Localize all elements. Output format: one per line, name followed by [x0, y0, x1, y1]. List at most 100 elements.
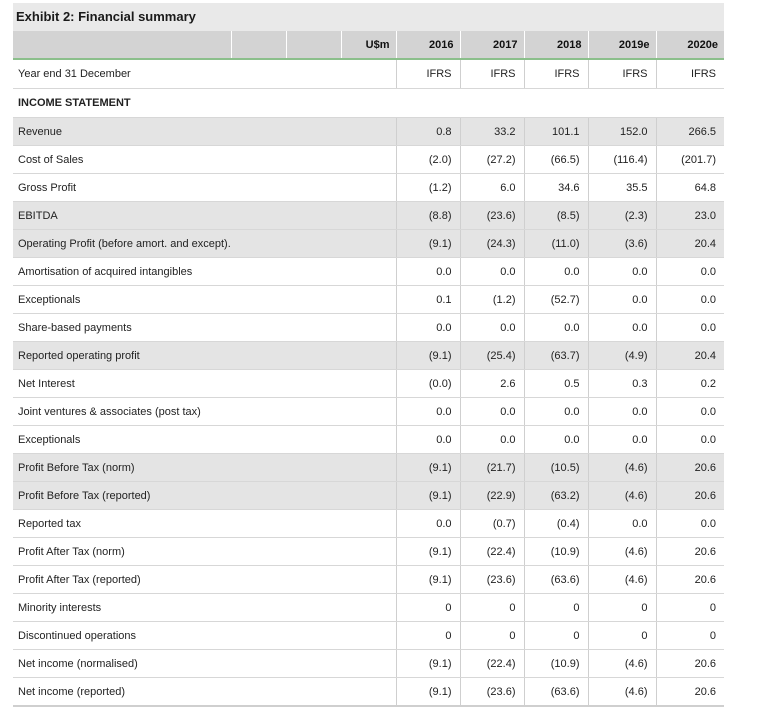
row-label: Profit Before Tax (norm)	[13, 453, 396, 482]
table-row: Reported tax 0.0 (0.7) (0.4) 0.0 0.0	[13, 509, 724, 538]
value-cell: (22.4)	[459, 537, 524, 566]
standard-cell: IFRS	[523, 59, 588, 89]
value-cell: 34.6	[523, 173, 588, 202]
table-row: Profit After Tax (norm) (9.1) (22.4) (10.9)…	[13, 537, 724, 566]
value-cell: (22.4)	[459, 649, 524, 678]
row-label: Net income (normalised)	[13, 649, 396, 678]
value-cell: 6.0	[459, 173, 524, 202]
value-cell: 0.1	[395, 285, 460, 314]
table-row: Share-based payments 0.0 0.0 0.0 0.0 0.0	[13, 313, 724, 342]
header-blank-cell	[231, 31, 287, 60]
value-cell: 0.0	[655, 397, 724, 426]
financial-summary-table: U$m 2016 2017 2018 2019e 2020e Year end …	[13, 31, 724, 706]
row-label: Cost of Sales	[13, 145, 396, 174]
value-cell: (1.2)	[459, 285, 524, 314]
value-cell: 0.0	[459, 397, 524, 426]
value-cell: (10.9)	[523, 537, 588, 566]
value-cell: 0.0	[655, 425, 724, 454]
value-cell: (22.9)	[459, 481, 524, 510]
value-cell: (11.0)	[523, 229, 588, 258]
value-cell: (63.6)	[523, 565, 588, 594]
value-cell: (24.3)	[459, 229, 524, 258]
value-cell: 0.0	[395, 509, 460, 538]
table-row: Net income (reported) (9.1) (23.6) (63.6) (4…	[13, 677, 724, 706]
value-cell: 0.0	[587, 425, 656, 454]
value-cell: 0	[587, 593, 656, 622]
row-label: EBITDA	[13, 201, 396, 230]
standard-cell: IFRS	[459, 59, 524, 89]
value-cell: (201.7)	[655, 145, 724, 174]
value-cell: 0.0	[587, 397, 656, 426]
value-cell: (4.6)	[587, 649, 656, 678]
table-row: Revenue 0.8 33.2 101.1 152.0 266.5	[13, 117, 724, 146]
row-label: Operating Profit (before amort. and exce…	[13, 229, 396, 258]
value-cell: (9.1)	[395, 229, 460, 258]
value-cell: (63.2)	[523, 481, 588, 510]
row-label: Net income (reported)	[13, 677, 396, 706]
standard-cell: IFRS	[587, 59, 656, 89]
row-label: Minority interests	[13, 593, 396, 622]
table-row: Profit After Tax (reported) (9.1) (23.6) (6…	[13, 565, 724, 594]
value-cell: (4.6)	[587, 537, 656, 566]
value-cell: (9.1)	[395, 537, 460, 566]
value-cell: (2.0)	[395, 145, 460, 174]
row-label: Profit After Tax (norm)	[13, 537, 396, 566]
year-header: 2020e	[655, 31, 724, 60]
standard-cell: IFRS	[655, 59, 724, 89]
value-cell: (4.6)	[587, 481, 656, 510]
standard-cell: IFRS	[395, 59, 460, 89]
table-row: Operating Profit (before amort. and exce…	[13, 229, 724, 258]
year-end-row: Year end 31 December IFRS IFRS IFRS IFRS…	[13, 59, 724, 89]
value-cell: 0.0	[395, 257, 460, 286]
value-cell: (0.4)	[523, 509, 588, 538]
value-cell: 0.3	[587, 369, 656, 398]
value-cell: 20.6	[655, 453, 724, 482]
value-cell: 20.6	[655, 565, 724, 594]
value-cell: 33.2	[459, 117, 524, 146]
value-cell: (10.5)	[523, 453, 588, 482]
row-label: Revenue	[13, 117, 396, 146]
row-label: Profit Before Tax (reported)	[13, 481, 396, 510]
section-title: INCOME STATEMENT	[13, 88, 724, 118]
row-label: Discontinued operations	[13, 621, 396, 650]
value-cell: 20.6	[655, 537, 724, 566]
exhibit-title: Exhibit 2: Financial summary	[13, 3, 724, 31]
value-cell: (52.7)	[523, 285, 588, 314]
value-cell: 0.0	[655, 285, 724, 314]
value-cell: (9.1)	[395, 453, 460, 482]
value-cell: 0.0	[459, 257, 524, 286]
unit-header: U$m	[341, 31, 396, 60]
row-label: Joint ventures & associates (post tax)	[13, 397, 396, 426]
value-cell: 101.1	[523, 117, 588, 146]
bottom-rule	[13, 705, 724, 707]
value-cell: (116.4)	[587, 145, 656, 174]
value-cell: 0.0	[523, 425, 588, 454]
value-cell: (4.6)	[587, 453, 656, 482]
row-label: Exceptionals	[13, 285, 396, 314]
value-cell: (3.6)	[587, 229, 656, 258]
value-cell: 0.0	[395, 425, 460, 454]
value-cell: 266.5	[655, 117, 724, 146]
value-cell: 0.8	[395, 117, 460, 146]
year-header: 2019e	[587, 31, 656, 60]
value-cell: 20.6	[655, 649, 724, 678]
value-cell: 0.0	[523, 257, 588, 286]
table-row: Minority interests 0 0 0 0 0	[13, 593, 724, 622]
value-cell: (0.7)	[459, 509, 524, 538]
value-cell: (25.4)	[459, 341, 524, 370]
table-row: Discontinued operations 0 0 0 0 0	[13, 621, 724, 650]
table-row: Joint ventures & associates (post tax) 0.…	[13, 397, 724, 426]
value-cell: (1.2)	[395, 173, 460, 202]
value-cell: 20.6	[655, 481, 724, 510]
table-header-row: U$m 2016 2017 2018 2019e 2020e	[13, 31, 724, 60]
value-cell: (4.6)	[587, 565, 656, 594]
header-blank-cell	[286, 31, 342, 60]
row-label: Reported tax	[13, 509, 396, 538]
value-cell: 0	[655, 621, 724, 650]
value-cell: (9.1)	[395, 649, 460, 678]
value-cell: (8.5)	[523, 201, 588, 230]
value-cell: 0.0	[395, 397, 460, 426]
value-cell: (23.6)	[459, 677, 524, 706]
value-cell: (10.9)	[523, 649, 588, 678]
row-label: Gross Profit	[13, 173, 396, 202]
